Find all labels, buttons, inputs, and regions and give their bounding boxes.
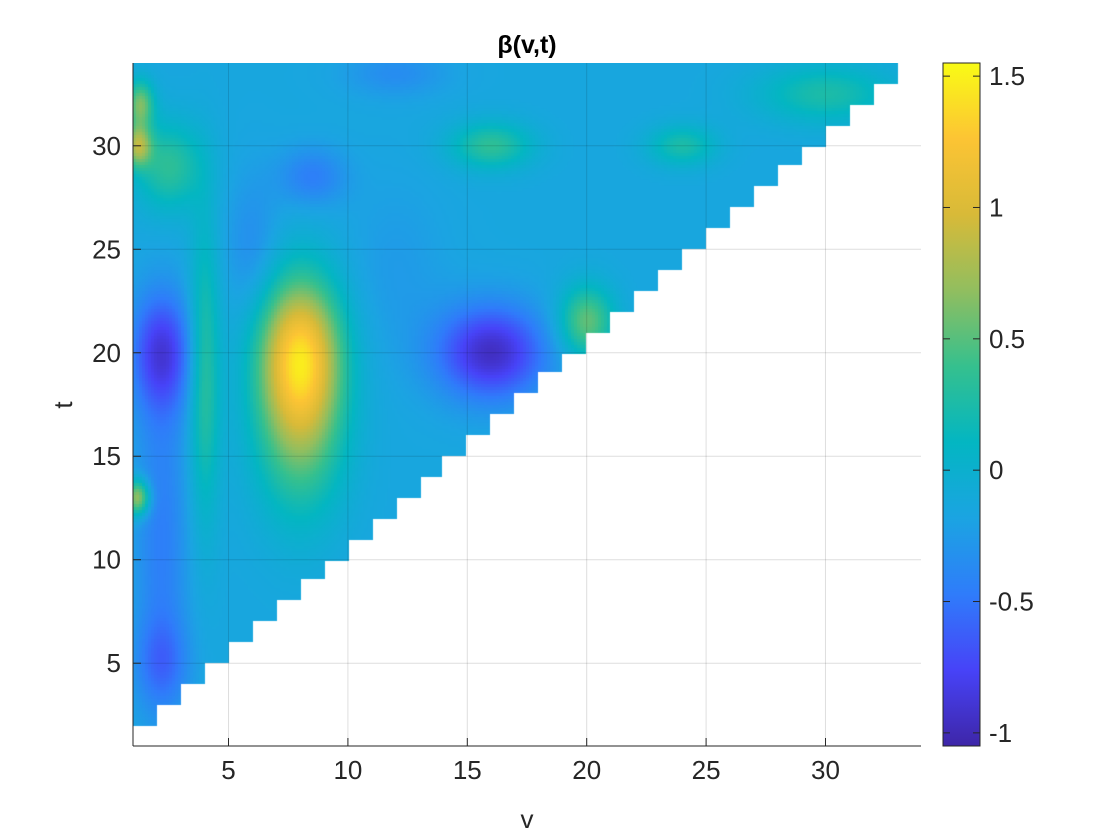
x-axis-label: v xyxy=(521,804,534,834)
y-tick-label: 15 xyxy=(92,441,121,471)
x-tick-label: 5 xyxy=(221,755,235,785)
x-tick-label: 20 xyxy=(572,755,601,785)
colorbar-tick-label: 0.5 xyxy=(989,324,1025,354)
colorbar xyxy=(942,62,981,747)
x-tick-label: 15 xyxy=(453,755,482,785)
y-tick-label: 30 xyxy=(92,131,121,161)
colorbar-tick-label: -0.5 xyxy=(989,587,1034,617)
chart-title: β(v,t) xyxy=(497,31,556,59)
y-axis-label: t xyxy=(48,401,78,409)
colorbar-tick-label: 1 xyxy=(989,192,1003,222)
colorbar-tick-label: 0 xyxy=(989,455,1003,485)
y-tick-label: 20 xyxy=(92,338,121,368)
y-tick-label: 5 xyxy=(107,648,121,678)
y-tick-label: 10 xyxy=(92,545,121,575)
x-tick-label: 25 xyxy=(692,755,721,785)
y-tick-label: 25 xyxy=(92,234,121,264)
x-tick-label: 30 xyxy=(811,755,840,785)
x-tick-label: 10 xyxy=(333,755,362,785)
heatmap-surface xyxy=(133,63,921,746)
colorbar-tick-label: -1 xyxy=(989,718,1012,748)
colorbar-tick-label: 1.5 xyxy=(989,61,1025,91)
